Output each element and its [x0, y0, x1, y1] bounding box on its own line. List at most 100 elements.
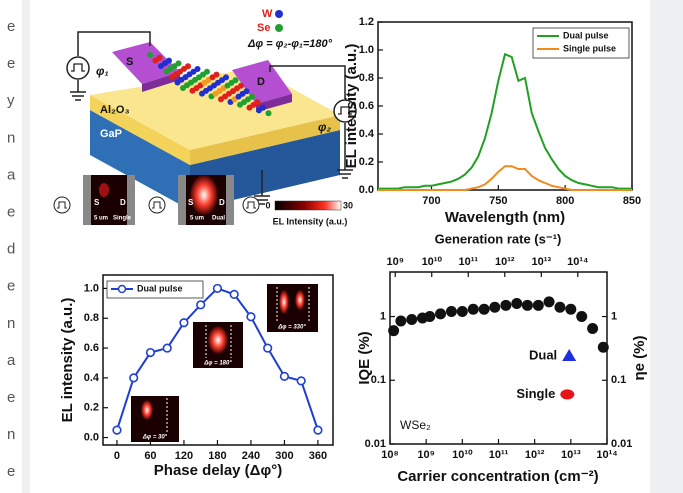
point: [576, 311, 588, 323]
colorbar-min: 0: [265, 200, 270, 210]
point: [489, 301, 501, 313]
y-tick-label: 0.8: [359, 72, 374, 84]
ground: [254, 170, 270, 205]
y-tick-label: 1.0: [359, 44, 374, 56]
y-axis-label: IQE (%): [356, 331, 373, 384]
emission: [141, 400, 153, 420]
point: [565, 303, 577, 315]
point: [395, 315, 407, 327]
point: [112, 425, 122, 435]
substrate-label: GaP: [100, 128, 122, 140]
chart: 700 750 800 850 0.0 0.2 0.4 0.6 0.8 1.0 1.2 Wavelen…: [343, 16, 641, 226]
y-tick-label: 0.2: [84, 402, 99, 414]
colorbar-max: 30: [343, 200, 353, 210]
y-tick-label: 0.6: [359, 100, 374, 112]
x2-tick-label: 10¹⁴: [567, 256, 588, 268]
point: [229, 289, 239, 299]
pulse-icon: [53, 196, 71, 214]
y-tick-label: 0.2: [359, 156, 374, 168]
x-tick-label: 10¹¹: [489, 449, 509, 461]
point: [587, 322, 599, 334]
atom: [147, 52, 153, 58]
side-letter: a: [7, 166, 16, 183]
point: [406, 313, 418, 325]
point: [129, 373, 139, 383]
inset-label: Δφ = 180°: [203, 361, 232, 367]
pulse-icon: [152, 201, 162, 209]
x-tick-label: 300: [275, 450, 293, 462]
scale-label: 5 um: [190, 216, 204, 222]
pulse-source: [333, 99, 357, 123]
side-letter: n: [7, 315, 15, 332]
emission: [279, 290, 289, 314]
x-tick-label: 10¹³: [561, 449, 581, 461]
x-tick-label: 10¹²: [525, 449, 545, 461]
point: [478, 303, 490, 315]
atom: [249, 93, 255, 100]
phase-label: Δφ = φ₂-φ₁=180°: [247, 38, 333, 50]
phase-insets: Δφ = 30° Δφ = 180° Δφ = 330°: [131, 284, 318, 442]
side-letter: e: [7, 463, 15, 480]
point: [145, 347, 156, 358]
pulse-source: [66, 56, 90, 80]
pulse-icon: [148, 196, 166, 214]
y2-tick-label: 0.01: [611, 438, 632, 450]
x2-tick-label: 10⁹: [386, 256, 403, 268]
series-line: [378, 165, 632, 191]
x-tick-label: 10¹⁰: [452, 449, 473, 461]
wire: [70, 31, 151, 101]
atom: [204, 68, 210, 75]
emission: [295, 290, 305, 310]
image-label: Dual: [212, 216, 225, 222]
side-letter: n: [7, 426, 15, 443]
y-tick-label: 0.0: [359, 184, 374, 196]
y-axis-label: EL intensity (a.u.): [59, 298, 76, 423]
image-label: S: [188, 198, 194, 207]
atom: [194, 66, 201, 72]
side-text: e e y n a e d e n a e n e: [7, 18, 16, 480]
pulse-icon: [71, 63, 85, 72]
point: [521, 299, 533, 311]
legend-dot: [275, 24, 283, 32]
atom: [175, 60, 182, 67]
series-line: [378, 52, 632, 190]
drain-electrode: [232, 60, 292, 104]
colorbar: [274, 200, 342, 211]
emission: [190, 175, 218, 215]
x-tick-label: 0: [114, 450, 120, 462]
oxide-label: Al₂O₃: [100, 104, 130, 116]
x-tick-label: 800: [556, 195, 574, 207]
substrate-face: [90, 110, 190, 210]
emission: [208, 326, 228, 354]
image-label: D: [120, 198, 126, 207]
point: [456, 305, 468, 317]
x-tick-label: 180: [208, 450, 226, 462]
pulse-icon: [338, 106, 352, 115]
emission: [99, 183, 109, 197]
image-label: S: [94, 198, 100, 207]
image-label: D: [219, 198, 225, 207]
point: [532, 299, 544, 311]
legend-label: Dual pulse: [137, 283, 183, 293]
point: [554, 301, 566, 313]
x-tick-label: 700: [422, 195, 440, 207]
point-label: Dual: [529, 347, 557, 362]
point: [196, 300, 206, 310]
electrode: [83, 175, 91, 225]
marker: [560, 389, 575, 400]
element-label: Se: [257, 22, 270, 34]
atom: [166, 57, 172, 64]
side-letter: d: [7, 241, 15, 258]
legend-box: [532, 27, 630, 59]
legend-marker: [117, 284, 127, 294]
x2-tick-label: 10¹⁰: [422, 256, 443, 268]
electrode: [178, 175, 186, 225]
marker: [562, 349, 577, 362]
colorbar-label: EL Intensity (a.u.): [273, 216, 348, 226]
atom: [213, 71, 220, 78]
atom: [265, 110, 272, 117]
y-tick-label: 0.0: [84, 431, 99, 443]
atom: [260, 104, 266, 111]
y-tick-label: 0.4: [359, 128, 375, 140]
